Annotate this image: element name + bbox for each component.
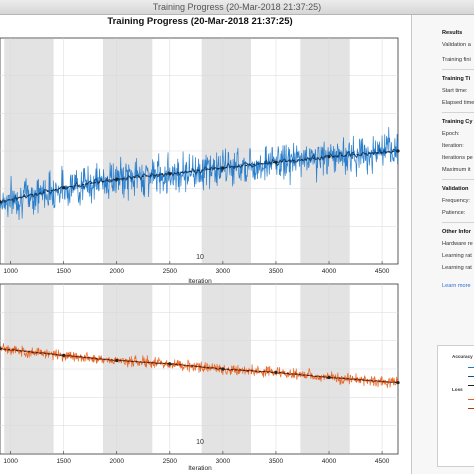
accuracy-trend-point	[168, 172, 172, 176]
accuracy-trend-point	[327, 155, 331, 159]
other-info-heading: Other Infor	[442, 229, 471, 235]
loss-x-tick-label: 4000	[322, 458, 337, 465]
legend-loss-raw-line	[468, 399, 474, 400]
window-title: Training Progress (20-Mar-2018 21:37:25)	[152, 2, 322, 12]
training-cycle-row: Iteration:	[442, 143, 464, 149]
training-time-row: Elapsed time	[442, 100, 474, 106]
accuracy-plot: 1000 1500 2000 2500 3000 3500 4000 4500 10 Iter…	[0, 37, 400, 285]
section-divider	[442, 179, 474, 180]
other-info-row: Hardware re	[442, 241, 473, 247]
accuracy-trend-point	[221, 166, 225, 170]
accuracy-x-tick-label: 4000	[322, 268, 337, 275]
accuracy-smoothed-line	[0, 147, 399, 205]
loss-trend-line	[0, 348, 399, 384]
section-divider	[442, 69, 474, 70]
loss-x-tick-label: 2500	[163, 458, 178, 465]
loss-x-tick-label: 1000	[3, 458, 18, 465]
training-cycle-row: Epoch:	[442, 131, 460, 137]
accuracy-x-tick-label: 3500	[269, 268, 284, 275]
loss-trend-point	[327, 375, 331, 380]
loss-x-tick-label: 3500	[269, 458, 284, 465]
accuracy-trend-point	[62, 186, 66, 190]
validation-row: Frequency:	[442, 198, 470, 204]
training-cycle-row: Maximum it	[442, 167, 471, 173]
loss-x-axis-label: Iteration	[188, 465, 212, 472]
accuracy-x-tick-label: 1000	[3, 268, 18, 275]
loss-trend-point	[274, 370, 278, 374]
results-heading: Results	[442, 30, 463, 36]
accuracy-trend-point	[274, 160, 278, 164]
training-cycle-row: Iterations pe	[442, 155, 473, 161]
loss-trend-point	[221, 367, 225, 371]
loss-raw-line	[0, 343, 399, 389]
accuracy-x-tick-label: 2500	[163, 268, 178, 275]
loss-trend-point	[396, 381, 400, 385]
accuracy-x-tick-label: 2000	[110, 268, 125, 275]
loss-x-tick-label: 4500	[375, 458, 390, 465]
panel-divider	[411, 15, 412, 474]
accuracy-trend-point	[396, 149, 400, 153]
legend-accuracy-smoothed-line	[468, 376, 474, 377]
plot-legend: Accuracy Loss	[437, 345, 474, 467]
learn-more-link[interactable]: Learn more	[442, 283, 471, 289]
legend-loss-smoothed-line	[468, 408, 474, 409]
accuracy-trend-point	[115, 177, 119, 181]
loss-trend-point	[115, 358, 119, 363]
accuracy-x-tick-label: 3000	[216, 268, 231, 275]
figure-title: Training Progress (20-Mar-2018 21:37:25)	[107, 16, 292, 27]
accuracy-x-axis-label: Iteration	[188, 278, 212, 285]
legend-accuracy-raw-line	[468, 367, 474, 368]
legend-loss-heading: Loss	[452, 387, 463, 392]
loss-x-tick-label: 2000	[110, 458, 125, 465]
loss-x-tick-label: 3000	[216, 458, 231, 465]
validation-heading: Validation	[442, 186, 469, 192]
other-info-row: Learning rat	[442, 253, 472, 259]
accuracy-x-tick-label: 1500	[56, 268, 71, 275]
results-row: Training fini	[442, 57, 471, 63]
training-plots: Training Progress (20-Mar-2018 21:37:25)…	[0, 16, 400, 472]
accuracy-raw-line	[0, 127, 399, 220]
section-divider	[442, 112, 474, 113]
loss-trend-point	[62, 353, 66, 357]
training-time-row: Start time:	[442, 88, 468, 94]
loss-x-tick-label: 1500	[56, 458, 71, 465]
accuracy-trend-point	[0, 200, 2, 204]
accuracy-epoch-label: 10	[196, 254, 204, 261]
loss-trend-point	[168, 362, 172, 366]
training-cycle-heading: Training Cy	[442, 119, 473, 125]
legend-accuracy-validation-line	[468, 385, 474, 386]
other-info-row: Learning rat	[442, 265, 472, 271]
validation-row: Patience:	[442, 210, 466, 216]
legend-accuracy-heading: Accuracy	[452, 354, 473, 359]
results-row: Validation a	[442, 42, 471, 48]
window-title-bar: Training Progress (20-Mar-2018 21:37:25)	[0, 0, 474, 15]
section-divider	[442, 222, 474, 223]
loss-trend-point	[0, 347, 2, 351]
loss-plot: 1000 1500 2000 2500 3000 3500 4000 4500 10 Iter…	[0, 283, 400, 472]
accuracy-x-tick-label: 4500	[375, 268, 390, 275]
training-time-heading: Training Ti	[442, 76, 471, 82]
loss-epoch-label: 10	[196, 439, 204, 446]
